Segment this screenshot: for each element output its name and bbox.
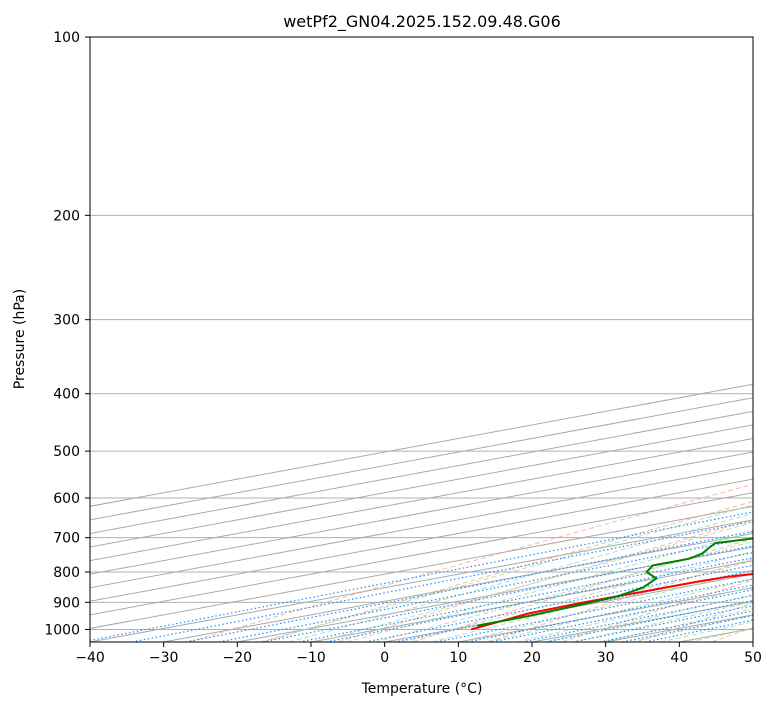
x-tick-label: −40 xyxy=(75,650,105,666)
chart-title: wetPf2_GN04.2025.152.09.48.G06 xyxy=(283,12,561,32)
dry-adiabat xyxy=(338,519,753,642)
mixing-ratio-line xyxy=(436,578,753,642)
isotherm-line xyxy=(163,532,753,642)
x-tick-label: 40 xyxy=(670,650,688,666)
mixing-ratio-line xyxy=(467,584,753,642)
moist-adiabat xyxy=(317,521,753,642)
moist-adiabat xyxy=(573,601,753,642)
isotherm-line xyxy=(90,492,753,616)
y-tick-label: 100 xyxy=(53,30,80,46)
moist-adiabat xyxy=(288,512,753,642)
mixing-ratio-line xyxy=(325,557,753,642)
y-tick-label: 200 xyxy=(53,208,80,224)
x-tick-label: −30 xyxy=(149,650,179,666)
x-tick-label: −20 xyxy=(223,650,253,666)
x-tick-label: 10 xyxy=(449,650,467,666)
isotherm-line xyxy=(90,424,753,548)
moist-adiabat xyxy=(487,578,753,642)
isotherm-line xyxy=(605,614,753,642)
y-tick-label: 700 xyxy=(53,531,80,547)
dewpoint-profile xyxy=(477,537,753,627)
isotherm-line xyxy=(90,437,753,562)
isotherm-line xyxy=(90,505,753,629)
dry-adiabat xyxy=(487,558,753,642)
x-axis-label: Temperature (°C) xyxy=(361,681,483,697)
dry-adiabat xyxy=(711,627,753,642)
y-tick-label: 600 xyxy=(53,491,80,507)
y-tick-label: 400 xyxy=(53,387,80,403)
moist-adiabat xyxy=(516,586,753,642)
y-tick-label: 900 xyxy=(53,595,80,611)
isotherm-line xyxy=(90,478,753,602)
isotherm-line xyxy=(90,465,753,589)
background-lines xyxy=(90,37,753,642)
y-axis-label: Pressure (hPa) xyxy=(12,289,28,389)
mixing-ratio-line xyxy=(131,520,753,642)
moist-adiabat xyxy=(260,504,753,642)
mixing-ratio-line xyxy=(365,564,753,642)
x-tick-label: 50 xyxy=(744,650,762,666)
x-axis: −40 −30 −20 −10 0 10 20 30 40 50 xyxy=(75,642,762,666)
isotherm-line xyxy=(90,519,753,642)
dry-adiabat xyxy=(263,501,753,642)
y-tick-label: 300 xyxy=(53,313,80,329)
dry-adiabat xyxy=(412,538,753,642)
dry-adiabat xyxy=(562,579,753,642)
y-tick-label: 800 xyxy=(53,565,80,581)
mixing-ratio-line xyxy=(394,570,753,642)
y-tick-label: 500 xyxy=(53,444,80,460)
dry-adiabat xyxy=(188,483,753,642)
isotherm-line xyxy=(90,451,753,575)
mixing-ratio-line xyxy=(218,536,753,642)
x-tick-label: 0 xyxy=(380,650,389,666)
y-tick-label: 1000 xyxy=(44,622,80,638)
moist-adiabat xyxy=(374,540,753,642)
y-axis: 1000 900 800 700 600 500 400 300 200 100 xyxy=(44,30,90,638)
moist-adiabat xyxy=(346,531,753,642)
x-tick-label: 20 xyxy=(523,650,541,666)
isotherm-line xyxy=(752,641,753,642)
mixing-ratio-line xyxy=(299,552,753,642)
plot-frame xyxy=(89,36,754,643)
x-tick-label: −10 xyxy=(296,650,326,666)
temperature-profile xyxy=(470,573,753,631)
profiles xyxy=(470,537,753,631)
x-tick-label: 30 xyxy=(597,650,615,666)
